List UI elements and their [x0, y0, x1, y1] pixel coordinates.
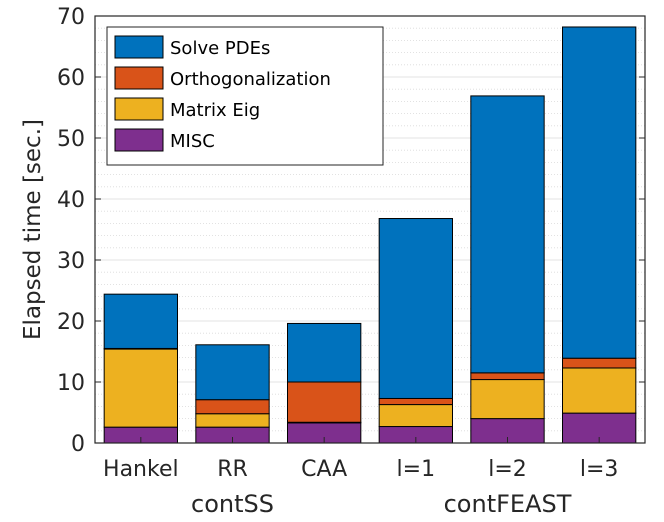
y-tick-label: 10 — [57, 371, 85, 396]
legend-label: Matrix Eig — [170, 100, 260, 121]
x-axis-group-labels: contSS contFEAST — [191, 490, 572, 518]
bar-stacks — [103, 26, 637, 444]
x-tick-label: RR — [217, 457, 248, 482]
legend-label: Solve PDEs — [170, 38, 270, 59]
bar-matrix-eig-rr — [195, 413, 270, 428]
y-tick-label: 0 — [71, 432, 85, 457]
x-tick-label: Hankel — [103, 457, 179, 482]
legend-label: Orthogonalization — [170, 69, 331, 90]
legend-swatch — [114, 66, 164, 90]
legend-swatch — [114, 128, 164, 152]
y-axis-ticks: 0 10 20 30 40 50 60 70 — [57, 5, 645, 457]
bar-solve-pdes-caa — [287, 322, 362, 383]
legend-swatch — [114, 35, 164, 59]
bar-solve-pdes-l-2 — [470, 95, 545, 374]
bar-solve-pdes-l-1 — [378, 218, 453, 399]
legend-label: MISC — [170, 131, 215, 152]
x-tick-label: l=1 — [397, 457, 436, 482]
x-tick-label: l=2 — [488, 457, 527, 482]
bar-solve-pdes-l-3 — [562, 26, 637, 359]
y-tick-label: 30 — [57, 249, 85, 274]
legend: Solve PDEs Orthogonalization Matrix Eig MIS… — [106, 26, 384, 166]
bar-matrix-eig-hankel — [103, 348, 178, 428]
bar-orthogonalization-caa — [287, 381, 362, 423]
bar-matrix-eig-l-2 — [470, 379, 545, 420]
bar-orthogonalization-l-3 — [562, 357, 637, 369]
bar-orthogonalization-l-1 — [378, 397, 453, 406]
x-group-label: contSS — [191, 490, 274, 518]
y-tick-label: 40 — [57, 188, 85, 213]
y-tick-label: 60 — [57, 66, 85, 91]
x-group-label: contFEAST — [444, 490, 572, 518]
x-tick-label: CAA — [301, 457, 347, 482]
bar-orthogonalization-l-2 — [470, 372, 545, 381]
x-axis-category-labels: Hankel RR CAA l=1 l=2 l=3 — [103, 437, 618, 482]
bar-matrix-eig-l-3 — [562, 367, 637, 414]
y-tick-label: 20 — [57, 310, 85, 335]
y-axis-title: Elapsed time [sec.] — [20, 119, 46, 340]
y-tick-label: 50 — [57, 127, 85, 152]
legend-swatch — [114, 97, 164, 121]
y-tick-label: 70 — [57, 5, 85, 30]
bar-solve-pdes-hankel — [103, 293, 178, 349]
bar-solve-pdes-rr — [195, 344, 270, 401]
plot-frame — [94, 15, 646, 444]
bar-orthogonalization-rr — [195, 399, 270, 415]
bar-matrix-eig-l-1 — [378, 404, 453, 428]
x-tick-label: l=3 — [580, 457, 619, 482]
